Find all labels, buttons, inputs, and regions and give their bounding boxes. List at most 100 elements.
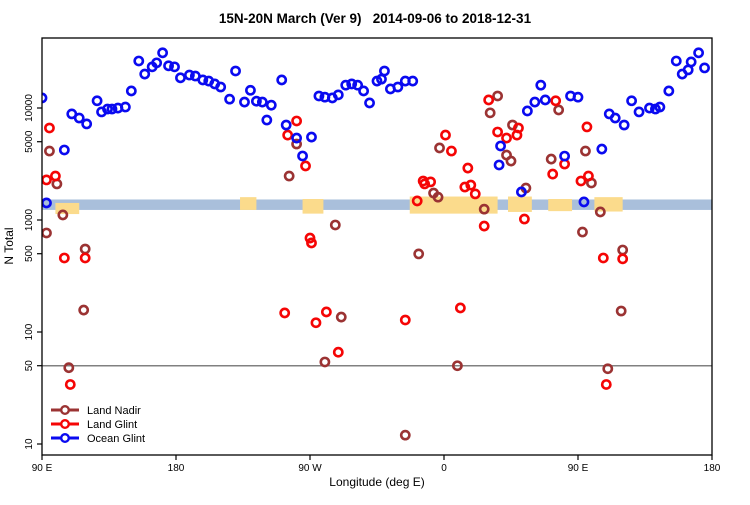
data-point-land-glint (399, 314, 411, 326)
data-point-land-glint (320, 306, 332, 318)
data-point-ocean-glint (151, 57, 163, 69)
data-point-ocean-glint (175, 72, 186, 84)
data-point-land-glint (492, 126, 503, 138)
data-point-ocean-glint (297, 150, 308, 162)
data-point-ocean-glint (163, 60, 174, 72)
data-point-ocean-glint (644, 102, 655, 114)
legend-item-land-glint: Land Glint (51, 419, 137, 431)
data-point-ocean-glint (197, 74, 209, 86)
y-tick-label: 1000 (24, 208, 35, 231)
data-point-land-glint (306, 237, 317, 249)
data-point-land-nadir (594, 206, 606, 218)
data-point-land-nadir (63, 362, 75, 374)
data-point-ocean-glint (183, 69, 195, 81)
data-point-land-glint (519, 213, 530, 225)
data-point-ocean-glint (119, 101, 131, 113)
data-point-land-glint (465, 179, 477, 191)
data-point-ocean-glint (596, 143, 608, 155)
data-point-ocean-glint (239, 96, 250, 108)
y-tick-label: 50 (24, 360, 35, 372)
data-point-land-nadir (335, 311, 347, 323)
data-point-land-glint (583, 170, 594, 182)
data-point-ocean-glint (169, 61, 180, 73)
data-point-land-glint (300, 160, 311, 172)
data-point-ocean-glint (340, 79, 352, 91)
data-point-land-glint (304, 232, 316, 244)
legend-item-land-nadir: Land Nadir (51, 405, 141, 417)
data-point-land-nadir (451, 360, 463, 372)
data-point-ocean-glint (139, 68, 151, 80)
data-point-land-nadir (432, 191, 444, 203)
data-point-land-glint (501, 132, 512, 144)
data-point-land-glint (64, 379, 76, 390)
data-point-land-nadir (57, 209, 69, 221)
data-point-ocean-glint (73, 112, 85, 124)
data-point-ocean-glint (699, 62, 710, 74)
plot-title: 15N-20N March (Ver 9) 2014-09-06 to 2018… (219, 11, 532, 26)
data-point-land-glint (425, 176, 436, 188)
data-point-land-nadir (291, 138, 302, 150)
land-band-segment (240, 197, 257, 210)
data-point-ocean-glint (256, 96, 268, 108)
data-point-ocean-glint (346, 78, 358, 90)
ocean-band (42, 199, 712, 210)
legend-label-land-glint: Land Glint (87, 419, 137, 431)
data-point-land-nadir (577, 226, 588, 238)
land-band-segment (302, 198, 324, 214)
legend-item-ocean-glint: Ocean Glint (51, 433, 145, 445)
data-point-ocean-glint (521, 105, 533, 117)
data-point-land-glint (446, 145, 457, 157)
data-point-land-glint (411, 195, 423, 207)
y-tick-label: 100 (24, 323, 35, 340)
data-point-ocean-glint (230, 65, 241, 77)
plot-border (41, 37, 713, 456)
legend-label-land-nadir: Land Nadir (87, 405, 141, 417)
data-point-ocean-glint (133, 55, 145, 67)
data-point-ocean-glint (265, 99, 277, 111)
data-point-land-nadir (413, 248, 425, 260)
data-point-land-nadir (615, 305, 627, 317)
data-point-land-glint (310, 317, 322, 329)
data-point-land-nadir (553, 104, 565, 116)
data-point-land-glint (332, 346, 344, 358)
data-point-ocean-glint (125, 85, 137, 97)
data-point-land-nadir (434, 142, 445, 154)
data-point-ocean-glint (493, 159, 505, 171)
data-point-ocean-glint (291, 132, 302, 144)
data-point-ocean-glint (352, 79, 364, 91)
data-point-ocean-glint (572, 91, 584, 103)
data-point-land-glint (511, 129, 523, 141)
data-point-land-nadir (580, 145, 591, 157)
data-point-ocean-glint (626, 95, 637, 107)
legend: Land Nadir Land Glint Ocean Glint (51, 405, 145, 445)
data-point-ocean-glint (106, 103, 118, 115)
data-point-ocean-glint (618, 119, 630, 131)
data-point-land-nadir (319, 356, 331, 368)
data-point-ocean-glint (693, 47, 704, 59)
x-tick-label: 90 E (568, 463, 589, 474)
data-point-ocean-glint (633, 106, 645, 118)
data-point-ocean-glint (407, 75, 419, 87)
data-point-land-nadir (78, 304, 90, 316)
data-point-ocean-glint (245, 84, 256, 96)
data-point-ocean-glint (539, 94, 551, 106)
data-point-ocean-glint (81, 118, 93, 130)
plot-content: 90 E 180 90 W 0 90 E 180 10 50 100 500 1000 5000 100… (24, 37, 721, 474)
data-point-ocean-glint (313, 90, 325, 102)
data-point-land-glint (440, 129, 451, 141)
data-point-ocean-glint (276, 74, 288, 86)
data-point-land-glint (279, 307, 291, 319)
y-tick-label: 10000 (24, 94, 35, 122)
land-band-segment (508, 196, 532, 212)
data-point-land-glint (483, 94, 495, 106)
data-point-land-nadir (44, 145, 55, 157)
data-point-land-glint (478, 220, 490, 232)
data-point-ocean-glint (102, 103, 113, 115)
legend-marker-land-glint (60, 419, 71, 430)
data-point-land-glint (581, 121, 593, 133)
data-point-ocean-glint (663, 85, 675, 97)
data-point-ocean-glint (578, 196, 590, 208)
series-land-glint (42, 94, 629, 390)
data-point-land-nadir (283, 170, 295, 182)
data-point-land-nadir (545, 153, 557, 165)
